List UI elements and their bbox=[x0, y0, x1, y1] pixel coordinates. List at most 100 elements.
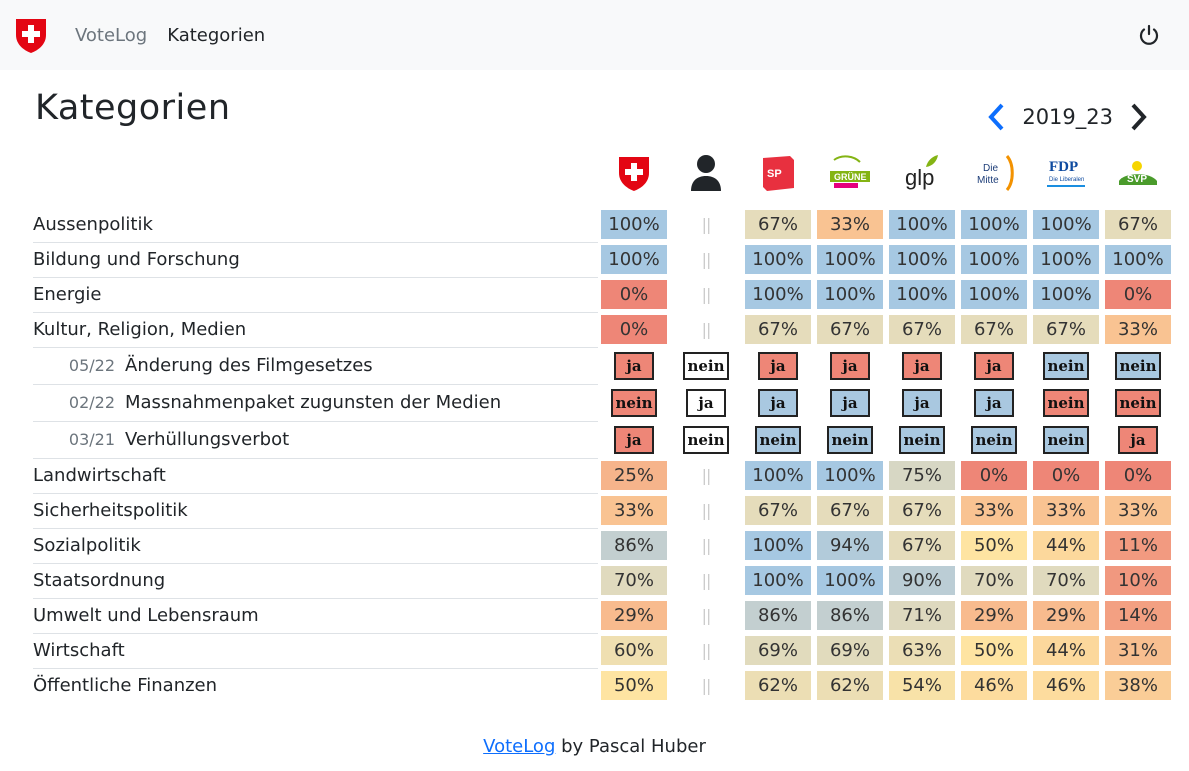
vote-badge: nein bbox=[1043, 425, 1089, 454]
category-row[interactable]: Energie 0% || 100% 100% 100% 100% 100% 0% bbox=[33, 277, 1174, 313]
row-label-cell: Staatsordnung bbox=[33, 563, 598, 599]
value-cell: || bbox=[670, 207, 742, 242]
nav-kategorien-link[interactable]: Kategorien bbox=[167, 24, 266, 46]
percentage-cell: 44% bbox=[1033, 531, 1099, 560]
percentage-cell: 29% bbox=[1033, 601, 1099, 630]
category-row[interactable]: Sicherheitspolitik 33% || 67% 67% 67% 33% 33% 33… bbox=[33, 493, 1174, 529]
value-cell: nein bbox=[1030, 347, 1102, 384]
value-cell: 67% bbox=[1102, 207, 1174, 242]
percentage-cell: 10% bbox=[1105, 566, 1171, 595]
percentage-cell: 70% bbox=[1033, 566, 1099, 595]
vote-badge: nein bbox=[1115, 388, 1161, 417]
vote-row[interactable]: 02/22 Massnahmenpaket zugunsten der Medie… bbox=[33, 384, 1174, 422]
percentage-cell: 67% bbox=[745, 315, 811, 344]
value-cell: || bbox=[670, 458, 742, 493]
category-row[interactable]: Aussenpolitik 100% || 67% 33% 100% 100% 100% 67% bbox=[33, 207, 1174, 243]
value-cell: 71% bbox=[886, 598, 958, 633]
percentage-cell: 100% bbox=[745, 566, 811, 595]
category-row[interactable]: Landwirtschaft 25% || 100% 100% 75% 0% 0% 0% bbox=[33, 458, 1174, 494]
svp-logo: SVP bbox=[1102, 150, 1174, 196]
row-label: Staatsordnung bbox=[33, 570, 166, 591]
percentage-cell: 67% bbox=[1105, 210, 1171, 239]
percentage-cell: 33% bbox=[601, 496, 667, 525]
percentage-cell: 33% bbox=[961, 496, 1027, 525]
value-cell: 100% bbox=[598, 242, 670, 277]
value-cell: 11% bbox=[1102, 528, 1174, 563]
value-cell: 33% bbox=[1102, 312, 1174, 347]
value-cell: 67% bbox=[814, 493, 886, 528]
vote-row[interactable]: 05/22 Änderung des Filmgesetzes ja nein ja ja… bbox=[33, 347, 1174, 385]
value-cell: 86% bbox=[742, 598, 814, 633]
row-label-cell: 03/21 Verhüllungsverbot bbox=[33, 421, 598, 459]
percentage-cell: 94% bbox=[817, 531, 883, 560]
svg-text:glp: glp bbox=[905, 165, 934, 190]
value-cell: 46% bbox=[958, 668, 1030, 703]
vote-row[interactable]: 03/21 Verhüllungsverbot ja nein nein nein nein… bbox=[33, 421, 1174, 459]
vote-badge: nein bbox=[611, 388, 657, 417]
row-label[interactable]: Verhüllungsverbot bbox=[125, 429, 290, 450]
value-cell: 100% bbox=[1030, 242, 1102, 277]
row-label-cell: Sozialpolitik bbox=[33, 528, 598, 564]
value-cell: 46% bbox=[1030, 668, 1102, 703]
value-cell: 44% bbox=[1030, 633, 1102, 668]
vote-badge: ja bbox=[614, 351, 654, 380]
value-cell: 100% bbox=[742, 242, 814, 277]
value-cell: nein bbox=[958, 421, 1030, 458]
percentage-cell: 100% bbox=[961, 280, 1027, 309]
percentage-cell: 100% bbox=[889, 280, 955, 309]
value-cell: 67% bbox=[742, 312, 814, 347]
percentage-cell: 100% bbox=[745, 461, 811, 490]
value-cell: 100% bbox=[886, 207, 958, 242]
row-label: Wirtschaft bbox=[33, 640, 125, 661]
value-cell: 67% bbox=[814, 312, 886, 347]
percentage-cell: 25% bbox=[601, 461, 667, 490]
category-row[interactable]: Kultur, Religion, Medien 0% || 67% 67% 67% 67%… bbox=[33, 312, 1174, 348]
vote-badge: nein bbox=[1115, 351, 1161, 380]
value-cell: 29% bbox=[598, 598, 670, 633]
vote-badge: nein bbox=[827, 425, 873, 454]
row-label[interactable]: Massnahmenpaket zugunsten der Medien bbox=[125, 392, 502, 413]
category-row[interactable]: Staatsordnung 70% || 100% 100% 90% 70% 70% 10% bbox=[33, 563, 1174, 599]
category-row[interactable]: Öffentliche Finanzen 50% || 62% 62% 54% 46% 46%… bbox=[33, 668, 1174, 703]
percentage-cell: 86% bbox=[817, 601, 883, 630]
percentage-cell: 71% bbox=[889, 601, 955, 630]
chevron-left-icon[interactable] bbox=[986, 102, 1008, 132]
nav-brand-link[interactable]: VoteLog bbox=[75, 24, 148, 46]
swiss-shield-logo-icon[interactable] bbox=[14, 16, 48, 54]
value-cell: 100% bbox=[598, 207, 670, 242]
chevron-right-icon[interactable] bbox=[1127, 102, 1149, 132]
row-label-cell: Öffentliche Finanzen bbox=[33, 668, 598, 703]
percentage-cell: 0% bbox=[1033, 461, 1099, 490]
no-data-marker: || bbox=[701, 536, 712, 555]
percentage-cell: 100% bbox=[889, 245, 955, 274]
percentage-cell: 100% bbox=[1033, 245, 1099, 274]
vote-badge: nein bbox=[683, 425, 729, 454]
percentage-cell: 86% bbox=[601, 531, 667, 560]
value-cell: 50% bbox=[958, 633, 1030, 668]
vote-date: 03/21 bbox=[68, 430, 115, 449]
value-cell: 0% bbox=[1102, 458, 1174, 493]
percentage-cell: 0% bbox=[1105, 280, 1171, 309]
row-label-cell: Sicherheitspolitik bbox=[33, 493, 598, 529]
vote-badge: nein bbox=[1043, 351, 1089, 380]
value-cell: 100% bbox=[958, 277, 1030, 312]
category-row[interactable]: Bildung und Forschung 100% || 100% 100% 100% 1… bbox=[33, 242, 1174, 278]
vote-badge: ja bbox=[1118, 425, 1158, 454]
svg-text:FDP: FDP bbox=[1049, 159, 1078, 175]
category-row[interactable]: Sozialpolitik 86% || 100% 94% 67% 50% 44% 11% bbox=[33, 528, 1174, 564]
category-row[interactable]: Umwelt und Lebensraum 29% || 86% 86% 71% 29% 29… bbox=[33, 598, 1174, 634]
power-icon[interactable] bbox=[1137, 23, 1161, 47]
vote-badge: nein bbox=[683, 351, 729, 380]
percentage-cell: 67% bbox=[817, 315, 883, 344]
percentage-cell: 31% bbox=[1105, 636, 1171, 665]
svg-text:Die: Die bbox=[983, 163, 998, 174]
category-row[interactable]: Wirtschaft 60% || 69% 69% 63% 50% 44% 31% bbox=[33, 633, 1174, 669]
svg-text:Die Liberalen: Die Liberalen bbox=[1049, 177, 1084, 183]
row-label: Sozialpolitik bbox=[33, 535, 141, 556]
svg-text:GRÜNE: GRÜNE bbox=[834, 172, 867, 182]
percentage-cell: 100% bbox=[1033, 280, 1099, 309]
row-label-cell: Energie bbox=[33, 277, 598, 313]
footer-votelog-link[interactable]: VoteLog bbox=[483, 736, 556, 757]
value-cell: ja bbox=[814, 347, 886, 384]
row-label[interactable]: Änderung des Filmgesetzes bbox=[125, 355, 373, 376]
